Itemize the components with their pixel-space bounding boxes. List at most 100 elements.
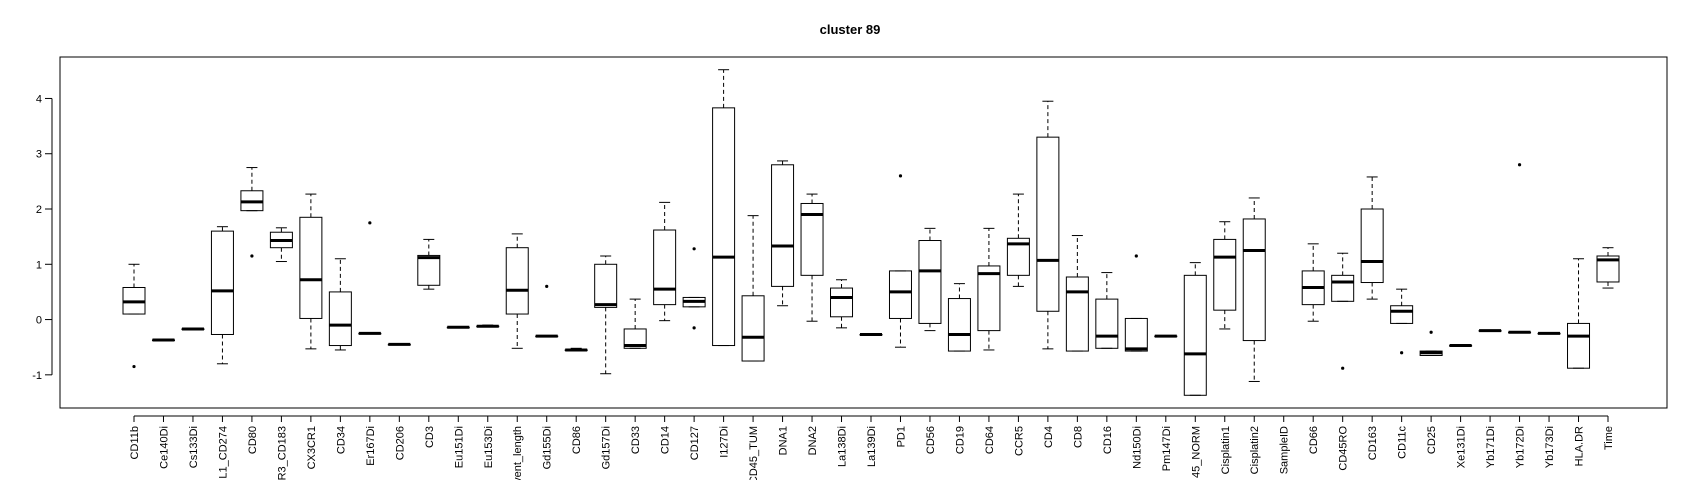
outlier-point — [1429, 330, 1433, 334]
box-La139Di — [859, 332, 883, 336]
iqr-box — [1567, 322, 1591, 369]
box-Er167Di — [358, 221, 382, 335]
x-tick-label: CD66 — [1308, 426, 1320, 454]
iqr-box — [1124, 317, 1148, 352]
box-CX3CR1 — [299, 193, 323, 350]
x-tick-label: CD16 — [1102, 426, 1114, 454]
x-tick-label: Gd155Di — [542, 426, 554, 469]
box-CD163 — [1360, 176, 1384, 300]
x-tick-label: Yb173Di — [1544, 426, 1556, 468]
iqr-box — [1036, 136, 1060, 312]
box-CD56 — [918, 227, 942, 332]
box-CD34 — [328, 258, 352, 351]
x-tick-label: 45_NORM — [1190, 426, 1202, 478]
x-tick-label: CD163 — [1367, 426, 1379, 460]
x-tick-label: Ce140Di — [158, 426, 170, 469]
outlier-point — [368, 221, 372, 225]
x-tick-label: CD45RO — [1338, 426, 1350, 471]
box-CD11b — [122, 263, 146, 369]
box-PD1 — [888, 174, 912, 348]
iqr-box — [1331, 274, 1355, 302]
y-tick-label: 0 — [36, 315, 42, 327]
outlier-point — [1341, 366, 1345, 370]
x-tick-label: CD33 — [630, 426, 642, 454]
iqr-box — [417, 254, 441, 286]
outlier-point — [1517, 163, 1522, 167]
iqr-box — [299, 216, 323, 319]
box-Ce140Di — [151, 338, 175, 342]
x-tick-label: CD80 — [247, 426, 259, 454]
x-tick-label: Yb172Di — [1515, 426, 1527, 468]
box-Gd155Di — [535, 284, 559, 338]
iqr-box — [1065, 276, 1089, 352]
iqr-box — [1095, 298, 1119, 349]
iqr-box — [918, 240, 942, 324]
box-Cisplatin1 — [1213, 221, 1237, 330]
iqr-box — [328, 291, 352, 347]
x-tick-label: Gd157Di — [601, 426, 613, 469]
box-I127Di — [712, 69, 736, 347]
x-tick-label: Er167Di — [365, 426, 377, 466]
y-tick-label: -1 — [32, 370, 42, 382]
box-vent_length — [505, 233, 529, 349]
box-R3_CD183 — [269, 227, 293, 263]
box-CD206 — [387, 342, 411, 346]
box-CD66 — [1301, 243, 1325, 322]
x-tick-label: DNA2 — [807, 426, 819, 455]
iqr-box — [1390, 305, 1414, 324]
x-tick-label: CD56 — [925, 426, 937, 454]
box-Eu153Di — [476, 324, 500, 328]
iqr-box — [1360, 208, 1384, 284]
outlier-point — [1400, 351, 1404, 355]
box-Gd157Di — [594, 255, 618, 375]
chart-title: cluster 89 — [820, 22, 881, 37]
x-tick-label: Yb171Di — [1485, 426, 1497, 468]
box-CD80 — [240, 167, 264, 258]
box-CD19 — [947, 283, 971, 352]
x-tick-label: SampleID — [1279, 426, 1291, 474]
box-CD45RO — [1331, 252, 1355, 370]
box-Nd150Di — [1124, 254, 1148, 352]
x-tick-label: PD1 — [895, 426, 907, 447]
iqr-box — [830, 287, 854, 318]
box-CCR5 — [1006, 193, 1030, 287]
box-HLA.DR — [1567, 258, 1591, 369]
outlier-point — [250, 254, 254, 258]
y-tick-label: 2 — [36, 204, 42, 216]
iqr-box — [1006, 237, 1030, 276]
iqr-box — [1213, 238, 1237, 311]
y-tick-label: 4 — [36, 93, 42, 105]
outlier-point — [898, 174, 903, 178]
x-tick-label: Cs133Di — [188, 426, 200, 468]
x-tick-label: CCR5 — [1013, 426, 1025, 456]
x-tick-label: Cisplatin2 — [1249, 426, 1261, 474]
box-CD11c — [1390, 288, 1414, 355]
iqr-box — [888, 270, 912, 319]
x-tick-label: Time — [1603, 426, 1615, 450]
x-tick-label: CD14 — [660, 426, 672, 454]
x-tick-label: CD206 — [394, 426, 406, 460]
iqr-box — [594, 263, 618, 308]
box-CD45_TUM — [741, 215, 765, 362]
y-axis: -1 0 1 2 3 4 — [32, 93, 53, 382]
box-CD14 — [653, 201, 677, 322]
outlier-point — [132, 364, 136, 369]
x-tick-label: La138Di — [837, 426, 849, 467]
x-tick-label: CD127 — [689, 426, 701, 460]
iqr-box — [1242, 218, 1266, 342]
plot-frame — [59, 56, 1668, 409]
box-CD16 — [1095, 272, 1119, 349]
box-Eu151Di — [446, 325, 470, 329]
iqr-box — [712, 107, 736, 347]
x-tick-label: CD64 — [984, 426, 996, 454]
x-tick-label: R3_CD183 — [276, 426, 288, 480]
iqr-box — [1596, 255, 1620, 283]
x-tick-label: Pm147Di — [1161, 426, 1173, 471]
box-CD4 — [1036, 100, 1060, 350]
box-Time — [1596, 247, 1620, 289]
box-45_NORM — [1183, 262, 1207, 396]
x-tick-label: I127Di — [719, 426, 731, 458]
x-tick-label: CD86 — [571, 426, 583, 454]
box-Xe131Di — [1449, 344, 1473, 348]
